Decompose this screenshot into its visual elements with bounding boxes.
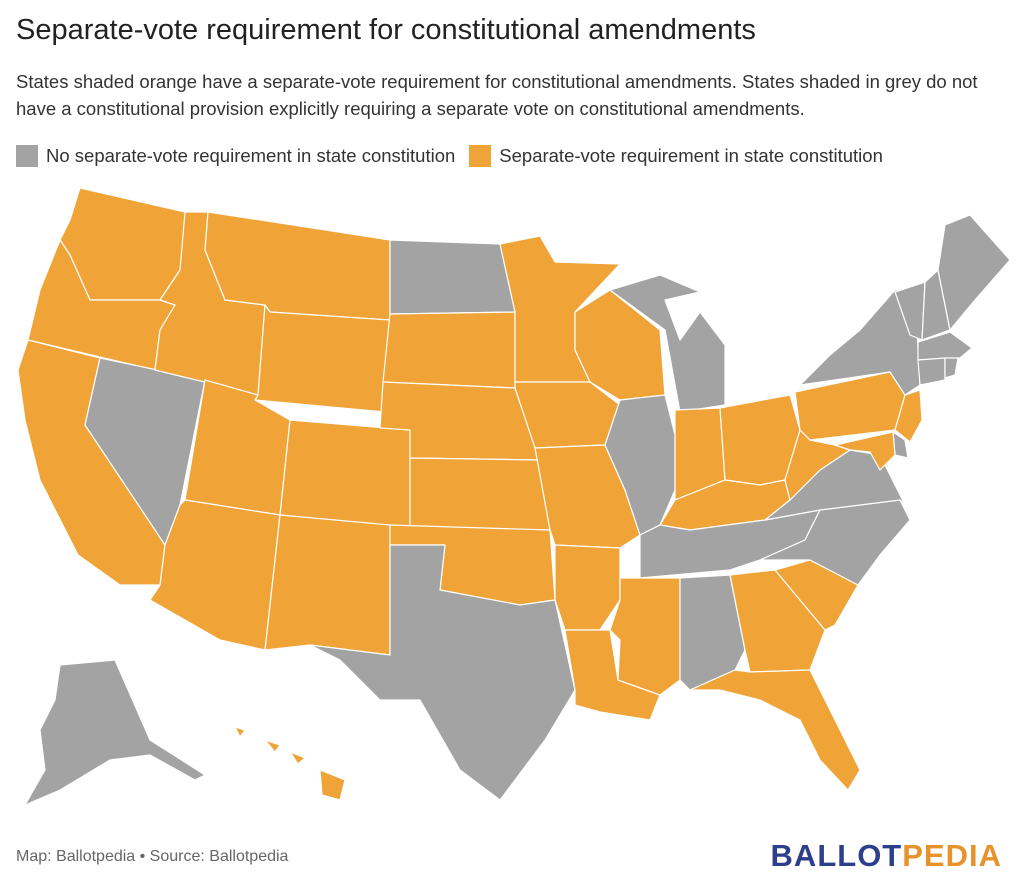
legend-label-no-requirement: No separate-vote requirement in state co… bbox=[46, 145, 456, 166]
state-ks[interactable] bbox=[409, 457, 551, 531]
map-title: Separate-vote requirement for constituti… bbox=[16, 14, 756, 46]
state-sd[interactable] bbox=[382, 311, 516, 389]
state-hi[interactable] bbox=[234, 726, 346, 801]
state-nm[interactable] bbox=[264, 514, 391, 656]
footer-credit: Map: Ballotpedia • Source: Ballotpedia bbox=[16, 848, 289, 865]
state-me[interactable] bbox=[937, 214, 1011, 331]
legend-label-requirement: Separate-vote requirement in state const… bbox=[499, 145, 883, 166]
legend-item-no-requirement: No separate-vote requirement in state co… bbox=[16, 145, 455, 167]
legend-swatch-grey bbox=[16, 145, 38, 167]
state-la[interactable] bbox=[564, 629, 661, 721]
state-ms[interactable] bbox=[609, 577, 681, 696]
state-nj[interactable] bbox=[894, 389, 923, 443]
state-ar[interactable] bbox=[554, 544, 621, 631]
state-sc[interactable] bbox=[774, 559, 859, 631]
state-co[interactable] bbox=[279, 419, 411, 529]
state-ri[interactable] bbox=[944, 357, 959, 379]
legend-item-requirement: Separate-vote requirement in state const… bbox=[469, 145, 883, 167]
legend-swatch-orange bbox=[469, 145, 492, 167]
state-ma[interactable] bbox=[917, 331, 973, 361]
us-map bbox=[17, 187, 1011, 806]
state-tx[interactable] bbox=[309, 544, 576, 801]
state-mi[interactable] bbox=[609, 274, 726, 413]
state-ct[interactable] bbox=[917, 357, 946, 386]
state-md[interactable] bbox=[834, 431, 896, 471]
map-subtitle: States shaded orange have a separate-vot… bbox=[16, 71, 978, 119]
state-ak[interactable] bbox=[24, 659, 206, 806]
state-nd[interactable] bbox=[389, 239, 516, 315]
legend: No separate-vote requirement in state co… bbox=[16, 142, 897, 170]
logo-part-pedia: PEDIA bbox=[902, 838, 1002, 873]
state-wy[interactable] bbox=[254, 304, 391, 413]
state-fl[interactable] bbox=[689, 669, 861, 791]
logo-part-ballot: BALLOT bbox=[770, 838, 903, 873]
ballotpedia-logo[interactable]: BALLOTPEDIA bbox=[771, 838, 1002, 874]
